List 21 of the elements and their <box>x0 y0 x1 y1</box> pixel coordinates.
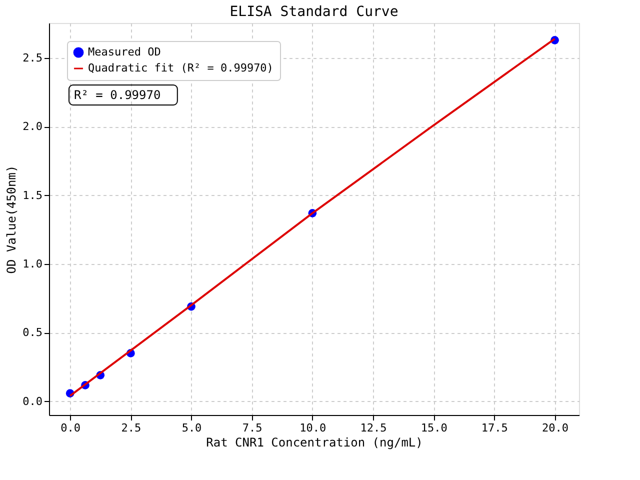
x-tick-label: 12.5 <box>360 422 387 434</box>
y-tick-label: 2.0 <box>22 120 42 134</box>
chart-title: ELISA Standard Curve <box>230 4 398 20</box>
legend-label: Measured OD <box>88 46 161 58</box>
legend-label: Quadratic fit (R² = 0.99970) <box>88 62 274 74</box>
y-tick-label: 0.5 <box>22 326 42 340</box>
x-axis-title: Rat CNR1 Concentration (ng/mL) <box>206 436 423 450</box>
x-tick-label: 5.0 <box>182 422 202 434</box>
x-tick-label: 15.0 <box>420 422 448 434</box>
annotation: R² = 0.99970 <box>74 88 161 102</box>
y-tick-label: 0.0 <box>22 394 42 408</box>
x-tick-label: 0.0 <box>60 422 81 434</box>
y-tick-label: 1.0 <box>22 257 42 270</box>
x-tick-label: 7.5 <box>242 422 262 434</box>
x-tick-label: 10.0 <box>300 422 326 434</box>
x-tick-label: 20.0 <box>542 422 569 434</box>
y-axis-title: OD Value(450nm) <box>4 165 19 274</box>
y-tick-label: 1.5 <box>22 188 42 202</box>
y-tick-label: 2.5 <box>22 52 42 65</box>
x-tick-label: 17.5 <box>481 422 508 434</box>
x-tick-label: 2.5 <box>121 422 142 434</box>
